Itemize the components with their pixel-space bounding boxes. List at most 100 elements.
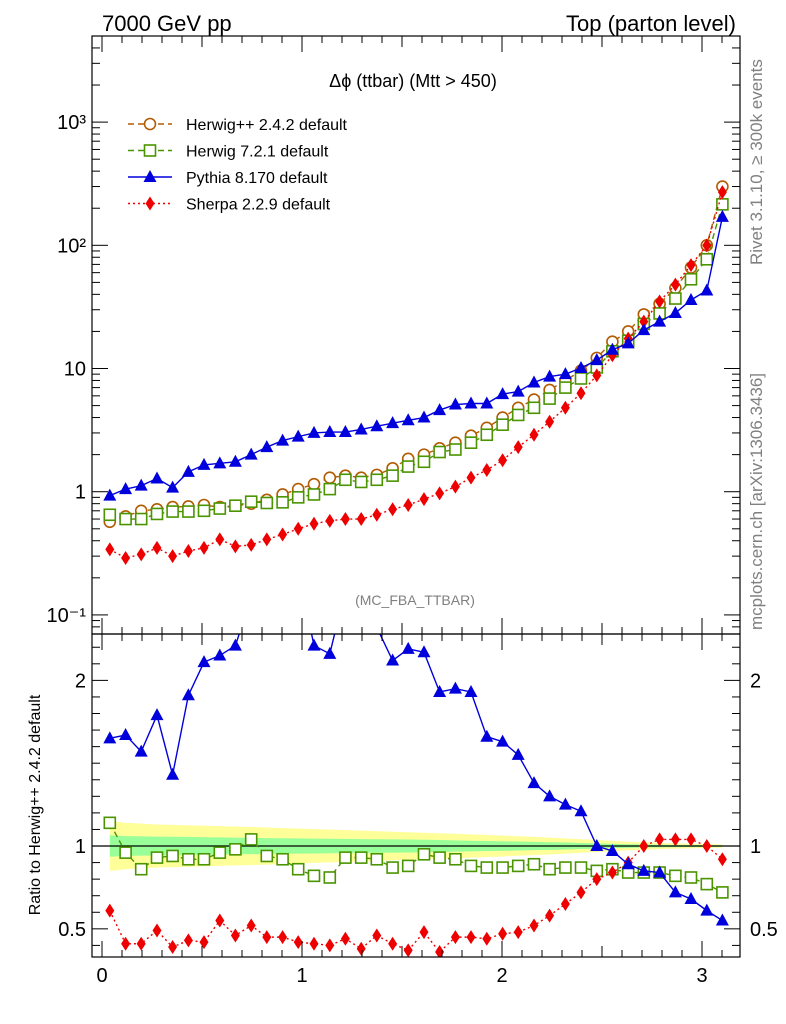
data-point	[700, 877, 714, 891]
data-point	[182, 505, 195, 518]
data-point	[325, 513, 335, 528]
data-point	[498, 453, 508, 468]
data-point	[372, 507, 382, 522]
data-point	[435, 486, 445, 501]
data-point	[181, 688, 195, 701]
data-point	[496, 734, 510, 747]
data-point	[119, 846, 132, 859]
data-point	[574, 360, 588, 373]
series-sherpa-2-2-9-default	[105, 185, 727, 565]
data-point	[401, 859, 415, 873]
data-point	[668, 885, 682, 898]
mcplots-label: mcplots.cern.ch [arXiv:1306.3436]	[747, 373, 766, 630]
data-point	[605, 843, 619, 856]
data-point	[103, 488, 117, 501]
data-point	[498, 926, 508, 941]
data-point	[450, 479, 460, 494]
series-herwig-7-2-1-default	[103, 198, 729, 526]
data-point	[134, 478, 148, 491]
data-point	[529, 918, 539, 933]
data-point	[670, 832, 680, 847]
data-point	[229, 499, 242, 512]
data-point	[291, 429, 305, 442]
data-point	[307, 477, 321, 491]
data-point	[386, 469, 399, 482]
data-point	[496, 418, 509, 431]
series-pythia-8-170-default	[103, 566, 729, 926]
data-point	[339, 851, 352, 864]
data-point	[307, 869, 321, 883]
data-point	[168, 940, 178, 955]
data-point	[183, 544, 193, 559]
data-point	[417, 848, 431, 861]
data-point	[152, 540, 162, 555]
data-point	[150, 507, 164, 521]
data-point	[134, 512, 148, 526]
data-point	[134, 744, 148, 757]
data-point	[527, 776, 541, 789]
data-point	[168, 549, 178, 564]
data-point	[325, 938, 335, 953]
data-point	[338, 425, 352, 438]
data-point	[527, 857, 541, 871]
data-point	[213, 456, 227, 469]
data-point	[419, 492, 429, 507]
data-point	[669, 869, 682, 883]
data-point	[121, 550, 131, 565]
data-point	[574, 804, 588, 817]
series-pythia-8-170-default	[103, 209, 729, 501]
data-point	[496, 861, 509, 874]
data-point	[558, 367, 572, 380]
data-point	[278, 527, 288, 542]
data-point	[166, 767, 180, 780]
data-point	[401, 460, 415, 473]
data-point	[403, 943, 413, 957]
main-plot-title: Δϕ (ttbar) (Mtt > 450)	[329, 71, 497, 91]
data-point	[230, 928, 240, 943]
legend-label: Pythia 8.170 default	[186, 170, 328, 187]
legend-label: Sherpa 2.2.9 default	[186, 197, 331, 214]
data-point	[684, 272, 698, 286]
data-point	[339, 473, 352, 487]
data-point	[150, 471, 164, 484]
x-tick-label: 3	[696, 965, 707, 987]
data-point	[119, 728, 133, 741]
data-point	[103, 508, 117, 522]
header-left: 7000 GeV pp	[102, 11, 232, 36]
data-point	[637, 863, 651, 876]
data-point	[307, 425, 321, 438]
data-point	[433, 403, 447, 416]
data-point	[354, 851, 368, 864]
data-point	[655, 294, 665, 309]
legend-marker	[145, 196, 155, 211]
data-point	[592, 872, 602, 887]
data-point	[576, 885, 586, 900]
series-line	[109, 186, 724, 523]
data-point	[543, 392, 556, 405]
data-point	[245, 591, 258, 603]
data-point	[291, 862, 305, 876]
ratio-y-tick-label-right: 2	[750, 670, 761, 692]
data-point	[105, 903, 115, 918]
x-tick-label: 0	[96, 965, 107, 987]
data-point	[230, 539, 240, 554]
x-tick-label: 2	[496, 965, 507, 987]
data-point	[527, 375, 541, 388]
y-tick-label: 10³	[57, 112, 86, 134]
data-point	[152, 923, 162, 938]
data-point	[244, 495, 258, 508]
ratio-y-axis-label: Ratio to Herwig++ 2.4.2 default	[27, 694, 44, 915]
data-point	[668, 306, 682, 319]
y-tick-label: 10²	[57, 235, 86, 257]
series-herwig-2-4-2-default	[103, 180, 729, 529]
data-point	[197, 852, 211, 866]
data-point	[653, 314, 667, 327]
data-point	[309, 936, 319, 951]
data-point	[464, 436, 478, 449]
data-point	[433, 684, 447, 697]
data-point	[260, 566, 273, 578]
data-point	[639, 314, 649, 329]
data-point	[309, 516, 319, 531]
data-point	[307, 488, 321, 501]
